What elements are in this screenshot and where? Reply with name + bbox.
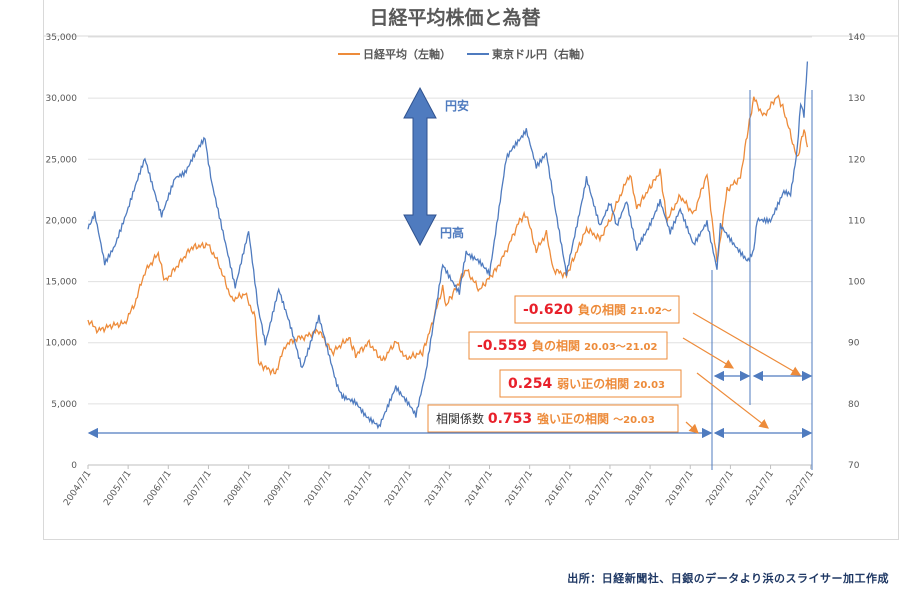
correlation-text: 0.254 弱い正の相関 20.03 (508, 376, 665, 392)
correlation-value: 0.254 (508, 376, 557, 392)
correlation-label: 強い正の相関 (537, 411, 613, 426)
yen-weak-label: 円安 (445, 98, 469, 113)
x-tick-label: 2017/7/1 (584, 469, 615, 508)
y-right-tick-label: 80 (848, 400, 860, 410)
x-tick-label: 2022/7/1 (785, 469, 816, 508)
x-tick-label: 2004/7/1 (62, 469, 93, 508)
x-tick-label: 2014/7/1 (464, 469, 495, 508)
chart-frame (43, 0, 899, 540)
x-tick-label: 2019/7/1 (664, 469, 695, 508)
x-tick-label: 2013/7/1 (423, 469, 454, 508)
y-left-tick-label: 35,000 (46, 33, 78, 43)
y-right-tick-label: 100 (848, 278, 865, 288)
pointer-arrow (685, 421, 699, 434)
legend-label: 日経平均（左軸） (363, 47, 451, 61)
y-left-tick-label: 5,000 (51, 400, 77, 410)
pointer-arrow (682, 337, 735, 369)
y-left-tick-label: 25,000 (46, 155, 78, 165)
x-tick-label: 2018/7/1 (624, 469, 655, 508)
y-left-tick-label: 10,000 (46, 339, 78, 349)
correlation-period: 20.03 (633, 380, 665, 391)
x-tick-label: 2006/7/1 (142, 469, 173, 508)
correlation-period: 〜20.03 (613, 415, 655, 426)
correlation-label: 負の相関 (532, 338, 584, 353)
y-right-tick-label: 70 (848, 461, 860, 471)
correlation-text: 相関係数 0.753 強い正の相関 〜20.03 (436, 411, 655, 427)
x-tick-label: 2020/7/1 (704, 469, 735, 508)
y-right-tick-label: 90 (848, 339, 860, 349)
y-left-tick-label: 20,000 (46, 216, 78, 226)
correlation-box (468, 331, 668, 360)
series-line-usdjpy (87, 61, 809, 430)
correlation-value: -0.620 (523, 302, 578, 318)
correlation-text: -0.559 負の相関 20.03〜21.02 (477, 338, 657, 354)
y-left-tick-label: 15,000 (46, 278, 78, 288)
correlation-period: 20.03〜21.02 (584, 342, 657, 353)
correlation-box (514, 295, 680, 324)
correlation-value: -0.559 (477, 338, 532, 354)
legend-label: 東京ドル円（右軸） (492, 47, 591, 61)
series-line-nikkei (87, 94, 809, 377)
pointer-arrow (692, 312, 802, 376)
y-right-tick-label: 110 (848, 216, 865, 226)
x-tick-label: 2005/7/1 (102, 469, 133, 508)
correlation-text: -0.620 負の相関 21.02〜 (523, 302, 672, 318)
x-tick-label: 2016/7/1 (544, 469, 575, 508)
y-left-tick-label: 0 (71, 461, 77, 471)
correlation-label: 負の相関 (578, 302, 630, 317)
x-tick-label: 2009/7/1 (263, 469, 294, 508)
chart-title: 日経平均株価と為替 (369, 6, 541, 29)
correlation-label: 弱い正の相関 (557, 376, 633, 391)
yen-direction-arrow-icon (403, 86, 437, 247)
y-left-tick-label: 30,000 (46, 94, 78, 104)
x-tick-label: 2011/7/1 (343, 469, 374, 508)
x-tick-label: 2010/7/1 (303, 469, 334, 508)
source-note: 出所：日経新聞社、日銀のデータより浜のスライサー加工作成 (567, 572, 889, 585)
y-right-tick-label: 140 (848, 33, 865, 43)
correlation-prefix: 相関係数 (436, 411, 488, 426)
x-tick-label: 2021/7/1 (745, 469, 776, 508)
correlation-period: 21.02〜 (630, 306, 672, 317)
y-right-tick-label: 130 (848, 94, 865, 104)
pointer-arrow (696, 372, 769, 429)
x-tick-label: 2012/7/1 (383, 469, 414, 508)
y-right-tick-label: 120 (848, 155, 865, 165)
x-tick-label: 2007/7/1 (183, 469, 214, 508)
correlation-value: 0.753 (488, 411, 537, 427)
yen-strong-label: 円高 (440, 225, 464, 240)
correlation-box (499, 369, 682, 398)
x-tick-label: 2015/7/1 (504, 469, 535, 508)
x-tick-label: 2008/7/1 (223, 469, 254, 508)
